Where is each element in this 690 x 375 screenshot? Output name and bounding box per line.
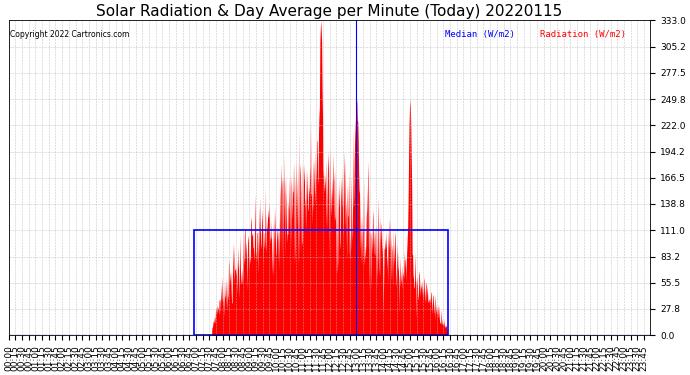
Text: Copyright 2022 Cartronics.com: Copyright 2022 Cartronics.com bbox=[10, 30, 129, 39]
Title: Solar Radiation & Day Average per Minute (Today) 20220115: Solar Radiation & Day Average per Minute… bbox=[97, 4, 562, 19]
Bar bbox=[194, 230, 448, 335]
Text: Radiation (W/m2): Radiation (W/m2) bbox=[540, 30, 626, 39]
Text: Median (W/m2): Median (W/m2) bbox=[445, 30, 515, 39]
